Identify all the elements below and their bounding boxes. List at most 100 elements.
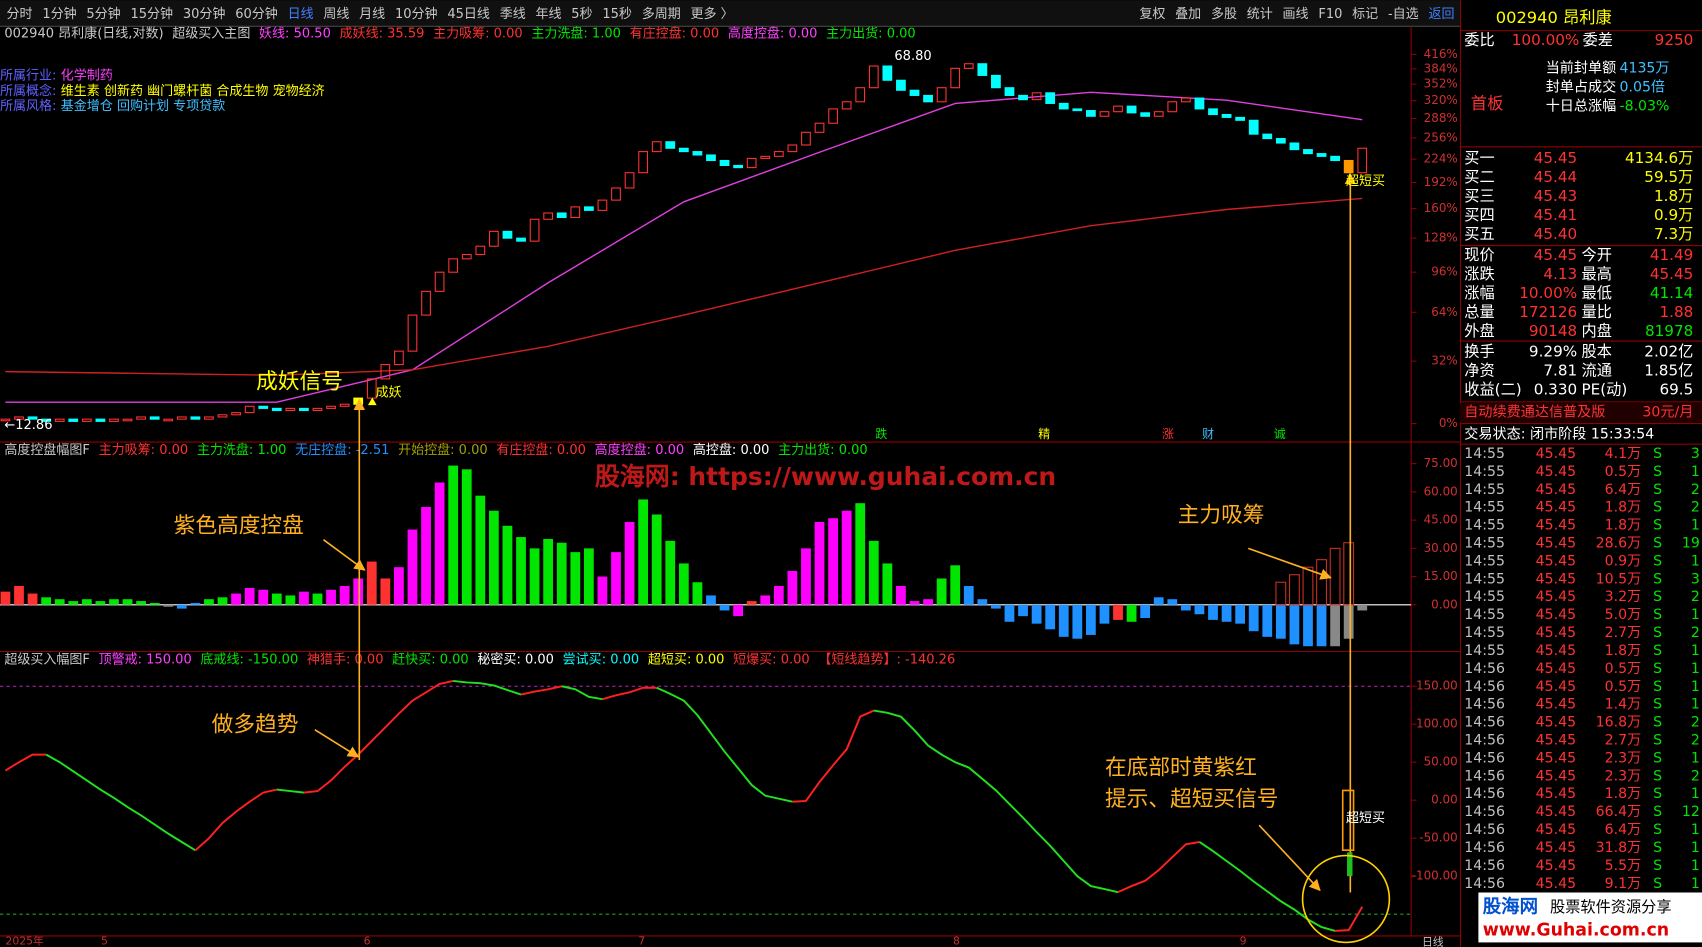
trade-cell: 1.8万 (1605, 500, 1642, 516)
candle (1167, 101, 1178, 113)
bar (95, 601, 106, 605)
bid-price: 45.41 (1534, 206, 1577, 224)
trade-cell: 2 (1691, 625, 1700, 641)
trade-cell: 45.45 (1536, 482, 1576, 498)
trade-cell: S (1653, 571, 1662, 587)
candle (963, 63, 974, 69)
trend-line (1198, 841, 1336, 932)
toolbar-button[interactable]: 统计 (1247, 7, 1273, 22)
toolbar-tab[interactable]: 5分钟 (86, 6, 120, 22)
y-tick-label: 160% (1424, 201, 1458, 215)
bar (1289, 604, 1300, 645)
annotation-arrows (314, 172, 1391, 944)
trade-cell: 45.45 (1536, 500, 1576, 516)
toolbar-tab[interactable]: 45日线 (447, 7, 490, 22)
trade-cell: 5.0万 (1605, 607, 1642, 623)
toolbar (0, 0, 1460, 27)
toolbar-tab[interactable]: 季线 (500, 7, 526, 22)
indicator-value: 短爆买: 0.00 (733, 653, 810, 668)
bar (665, 540, 676, 605)
trade-cell: 1 (1691, 750, 1700, 766)
toolbar-button[interactable]: 画线 (1283, 7, 1309, 22)
bid-price: 45.40 (1534, 225, 1577, 243)
quote-cell: 委差 (1583, 31, 1613, 49)
bid-volume: 7.3万 (1654, 225, 1693, 243)
toolbar-button[interactable]: 返回 (1428, 7, 1454, 22)
trade-cell: S (1653, 446, 1662, 462)
indicator-value: 超短买: 0.00 (648, 653, 725, 668)
toolbar-button[interactable]: -自选 (1388, 7, 1419, 22)
toolbar-button[interactable]: 标记 (1352, 7, 1378, 22)
bar (149, 602, 160, 605)
toolbar-button[interactable]: 叠加 (1175, 7, 1201, 22)
candle (611, 187, 621, 201)
indicator-value: 有庄控盘: 0.00 (630, 25, 720, 41)
ad[interactable]: 自动续费通达信普及版 (1464, 404, 1605, 421)
trade-cell: 14:56 (1464, 661, 1505, 677)
bar (475, 495, 486, 605)
toolbar-tab[interactable]: 1分钟 (42, 6, 76, 22)
toolbar-tab[interactable]: 10分钟 (395, 6, 438, 22)
trade-cell: 2 (1691, 482, 1700, 498)
bar (746, 601, 757, 605)
bar (787, 570, 798, 605)
trade-cell: 45.45 (1536, 661, 1576, 677)
candle (923, 94, 933, 103)
y-tick-label: 352% (1424, 77, 1458, 91)
toolbar-button[interactable]: 多股 (1211, 6, 1237, 22)
trade-cell: 45.45 (1536, 840, 1576, 856)
toolbar-tab[interactable]: 30分钟 (183, 6, 226, 22)
trade-cell: 45.45 (1536, 446, 1576, 462)
candle (570, 206, 581, 218)
candle (461, 254, 472, 260)
ad-price[interactable]: 30元/月 (1642, 405, 1693, 421)
toolbar-tab[interactable]: 更多 〉 (691, 6, 734, 22)
bar (801, 548, 811, 605)
toolbar-tab[interactable]: 周线 (323, 7, 349, 22)
trade-cell: S (1653, 876, 1662, 892)
seal-value: 4135万 (1620, 61, 1670, 77)
trade-cell: 45.45 (1536, 697, 1576, 713)
candle (692, 151, 703, 156)
toolbar-tab[interactable]: 月线 (359, 7, 385, 22)
trade-cell: 1.4万 (1605, 697, 1642, 713)
trade-cell: 14:56 (1464, 679, 1505, 695)
trade-cell: 2 (1691, 733, 1700, 749)
toolbar-tab[interactable]: 15秒 (602, 7, 632, 22)
stat-value: 2.02亿 (1644, 342, 1693, 360)
toolbar-tab[interactable]: 15分钟 (130, 6, 173, 22)
toolbar-tab[interactable]: 多周期 (642, 6, 681, 22)
trade-cell: 66.4万 (1596, 804, 1642, 820)
bid-volume: 59.5万 (1644, 168, 1693, 186)
toolbar-tab[interactable]: 分时 (7, 7, 33, 22)
candle (651, 141, 662, 153)
trade-cell: 19 (1682, 536, 1700, 552)
y-tick-label: 192% (1424, 175, 1458, 189)
ad-bar[interactable] (1459, 402, 1702, 423)
toolbar-tab[interactable]: 60分钟 (235, 6, 278, 22)
toolbar-tab[interactable]: 5秒 (571, 7, 592, 22)
bar (421, 506, 431, 605)
trade-cell: S (1653, 697, 1662, 713)
trade-cell: 9.1万 (1605, 876, 1642, 892)
candle (394, 350, 404, 366)
toolbar-tab[interactable]: 日线 (288, 7, 314, 22)
trade-cell: 14:55 (1464, 607, 1505, 623)
candle (299, 407, 309, 412)
toolbar-button[interactable]: 复权 (1139, 6, 1165, 22)
toolbar-tab[interactable]: 年线 (535, 7, 561, 22)
bar (1099, 604, 1110, 624)
indicator-value: 秘密买: 0.00 (477, 652, 554, 668)
indicator-value: 主力吸筹: 0.00 (99, 442, 189, 458)
trade-cell: 3 (1691, 571, 1700, 587)
moving-line (5, 91, 1363, 403)
toolbar-button[interactable]: F10 (1318, 7, 1342, 22)
trade-cell: 6.4万 (1605, 822, 1642, 838)
trade-cell: 45.45 (1536, 822, 1576, 838)
stat-label: PE(动) (1582, 380, 1628, 398)
y-tick-label: 256% (1424, 130, 1458, 144)
candle (407, 314, 418, 352)
trade-cell: S (1653, 822, 1662, 838)
indicator-value: 主力吸筹: 0.00 (433, 25, 523, 41)
